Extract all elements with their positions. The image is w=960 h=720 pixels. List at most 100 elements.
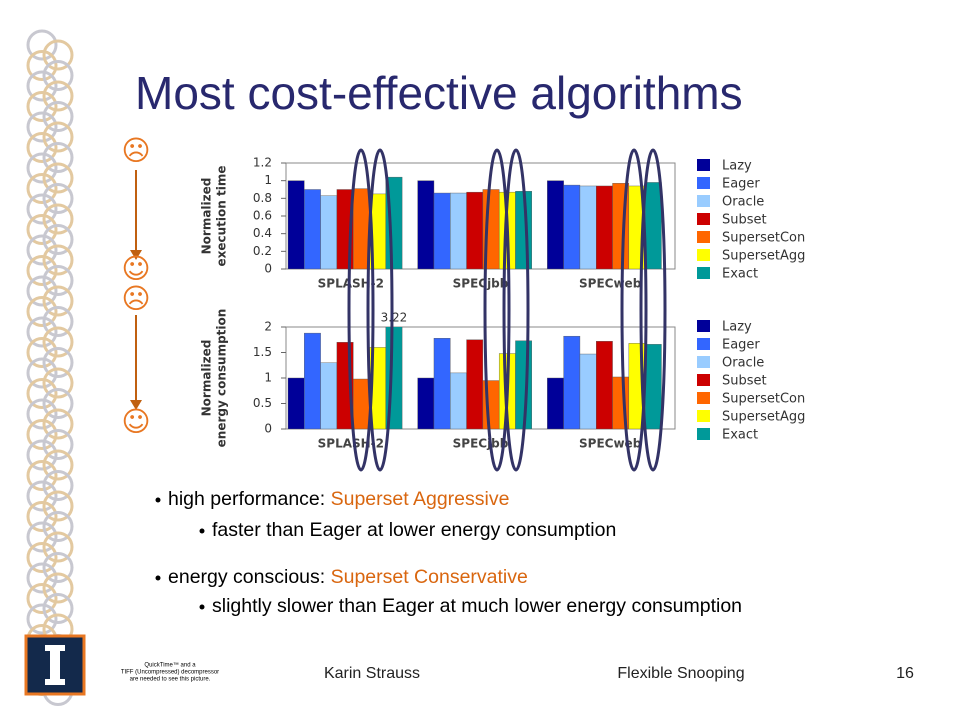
bar (579, 185, 597, 269)
legend-label: Exact (722, 428, 758, 443)
logo-part (50, 650, 60, 680)
indicator: ☹ (121, 282, 150, 315)
chain-ring (42, 408, 74, 440)
chain-ring (42, 224, 74, 255)
chain-ring (26, 111, 58, 143)
chain-ring (42, 285, 74, 317)
bar (596, 341, 613, 429)
bullet-text: faster than Eager at lower energy consum… (212, 519, 616, 541)
placeholder-text: are needed to see this picture. (130, 677, 211, 683)
arrow-head (130, 400, 142, 410)
bullet-highlight: Superset Aggressive (331, 488, 510, 510)
legend-swatch (697, 374, 710, 386)
chain-ring (42, 142, 74, 173)
oval (639, 148, 667, 472)
y-axis-title: execution time (215, 166, 229, 267)
y-tick-label: 1 (264, 371, 272, 385)
bullet-text: high performance: Superset Aggressive (168, 488, 509, 510)
chain-ring (42, 429, 74, 460)
bars (287, 176, 662, 269)
chain-ring (26, 193, 58, 225)
bar (417, 180, 435, 269)
bar (417, 377, 435, 429)
chain-ring (42, 265, 74, 296)
chain-ring (42, 511, 74, 542)
chain-ring (26, 50, 58, 81)
placeholder-text: QuickTime™ and a (144, 662, 196, 669)
chain-ring (26, 480, 58, 512)
slide-title: Most cost-effective algorithms (135, 67, 743, 119)
bullet-text: energy conscious: Superset Conservative (168, 566, 528, 588)
chain-ring (42, 39, 74, 71)
bullet-highlight: Superset Conservative (331, 566, 528, 588)
chain-ring (42, 162, 74, 194)
y-tick-label: 2 (264, 320, 272, 334)
y-tick-label: 1.2 (253, 156, 272, 170)
legend-label: Subset (722, 374, 767, 389)
chain-ring (26, 521, 58, 553)
bullet-text: faster than Eager at lower energy consum… (212, 519, 616, 541)
chain-ring (26, 562, 58, 594)
bar (596, 185, 613, 269)
chain-ring (26, 460, 58, 491)
y-tick-label: 0.8 (253, 191, 272, 205)
legend-swatch (697, 392, 710, 404)
bar (304, 189, 321, 269)
chain-ring (26, 29, 58, 61)
y-tick-label: 0 (264, 422, 272, 436)
y-tick-label: 0.4 (253, 226, 272, 240)
legend-label: Subset (722, 213, 767, 228)
bullet-text: energy conscious: (168, 566, 331, 588)
legend-swatch (697, 267, 710, 279)
legend-swatch (697, 231, 710, 243)
bullet-dot (199, 604, 205, 610)
legend-swatch (697, 338, 710, 350)
arrow-head (130, 250, 142, 260)
x-tick-label: SPECjbb (453, 277, 509, 291)
chain-ring (42, 593, 74, 624)
y-tick-label: 1.5 (253, 345, 272, 359)
y-axis-title: energy consumption (215, 309, 229, 448)
chain-ring (42, 121, 74, 153)
legend-label: Lazy (722, 159, 752, 174)
oval (483, 148, 511, 472)
y-axis-title: Normalized (200, 340, 214, 417)
chain-ring (42, 80, 74, 112)
bar (563, 335, 581, 429)
chain-ring (42, 244, 74, 276)
bullet-dot (155, 575, 161, 581)
data-label: 3.22 (381, 311, 408, 325)
y-axis-title: Normalized (200, 178, 214, 255)
bar (547, 180, 564, 269)
chain-ring (26, 91, 58, 122)
x-tick-label: SPECweb (579, 437, 642, 451)
chain-ring (42, 572, 74, 604)
bar (563, 184, 581, 269)
footer-topic: Flexible Snooping (617, 665, 744, 682)
legend-label: SupersetCon (722, 231, 805, 246)
bar (433, 338, 451, 429)
chain-ring (42, 326, 74, 358)
legend-label: Oracle (722, 195, 764, 210)
logo-part (45, 645, 65, 651)
bar (433, 192, 451, 269)
chain-ring (26, 173, 58, 204)
chain-ring (26, 234, 58, 266)
chain-ring (26, 419, 58, 450)
legend-label: SupersetAgg (722, 249, 805, 264)
chain-ring (42, 552, 74, 583)
page-number: 16 (896, 665, 914, 682)
legend-label: Oracle (722, 356, 764, 371)
legend-swatch (697, 177, 710, 189)
chain-ring (26, 603, 58, 635)
chain-ring (26, 542, 58, 573)
bullet-text: slightly slower than Eager at much lower… (212, 595, 742, 617)
chain-ring (42, 101, 74, 132)
chain-ring (26, 501, 58, 532)
chain-ring (26, 132, 58, 163)
oval (366, 148, 394, 472)
bar (353, 378, 370, 429)
legend-swatch (697, 213, 710, 225)
chain-ring (42, 531, 74, 563)
